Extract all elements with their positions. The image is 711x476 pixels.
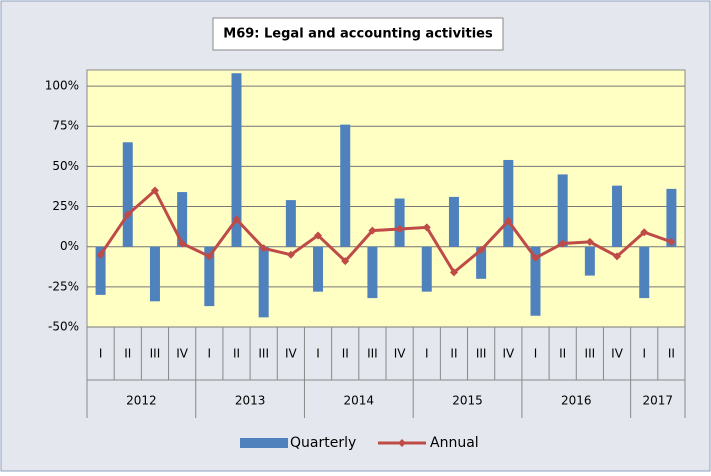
marker [422,223,431,232]
x-tick-label: I [642,347,646,361]
y-tick-label: -25% [48,279,79,293]
marker [395,225,404,234]
bar [95,246,106,295]
x-tick-label: IV [285,347,298,361]
marker [123,210,132,219]
x-tick-label: I [99,347,103,361]
bar [503,159,514,247]
y-tick-label: 100% [45,79,79,93]
x-tick-label: II [233,347,240,361]
year-label: 2016 [561,394,592,408]
y-tick-label: -50% [48,320,79,334]
x-tick-label: II [559,347,566,361]
x-tick-label: III [258,347,269,361]
marker [640,228,649,237]
bar [313,246,324,292]
bar [448,196,459,247]
marker [613,252,622,261]
year-label: 2015 [452,394,483,408]
marker [667,237,676,246]
marker [504,216,513,225]
x-tick-label: III [367,347,378,361]
marker [205,252,214,261]
x-tick-label: I [425,347,429,361]
bar [258,246,269,318]
marker [341,257,350,266]
x-tick-label: III [476,347,487,361]
marker [531,253,540,262]
marker [449,268,458,277]
marker [314,231,323,240]
x-tick-label: IV [176,347,189,361]
y-tick-label: 50% [52,159,79,173]
x-tick-label: II [342,347,349,361]
bar [122,142,133,247]
y-tick-label: 0% [60,239,79,253]
bar [612,185,623,247]
title-box [212,17,504,51]
bar [394,198,405,247]
bar [584,246,595,276]
marker [259,244,268,253]
x-tick-label: IV [502,347,515,361]
bar [557,174,568,247]
bar [421,246,432,292]
x-tick-label: I [534,347,538,361]
y-tick-label: 75% [52,119,79,133]
year-label: 2013 [235,394,266,408]
marker [150,186,159,195]
bar [530,246,541,316]
bar [149,246,160,302]
legend-swatch [240,438,288,448]
marker [477,245,486,254]
x-tick-label: III [150,347,161,361]
marker [286,250,295,259]
x-tick-label: I [208,347,212,361]
x-tick-label: III [585,347,596,361]
year-label: 2014 [344,394,375,408]
year-label: 2017 [643,394,674,408]
x-tick-label: II [124,347,131,361]
marker [585,237,594,246]
marker [178,239,187,248]
bar [340,124,351,247]
bar [367,246,378,299]
bar [476,246,487,279]
bar [666,188,677,247]
legend-marker [398,439,406,447]
x-tick-label: I [316,347,320,361]
bar [204,246,215,307]
marker [232,215,241,224]
bar [231,73,242,247]
line [99,188,672,275]
legend-label: Annual [430,435,479,451]
plot-area [86,69,686,328]
marker [558,239,567,248]
bar [285,200,296,247]
y-tick-label: 25% [52,199,79,213]
x-tick-label: II [450,347,457,361]
chart-title: M69: Legal and accounting activities [223,27,493,42]
marker [96,250,105,259]
x-tick-label: IV [394,347,407,361]
bar [639,246,650,299]
marker [368,226,377,235]
legend-label: Quarterly [290,435,356,451]
x-tick-label: IV [611,347,624,361]
bar [177,192,188,247]
x-tick-label: II [668,347,675,361]
year-label: 2012 [126,394,157,408]
